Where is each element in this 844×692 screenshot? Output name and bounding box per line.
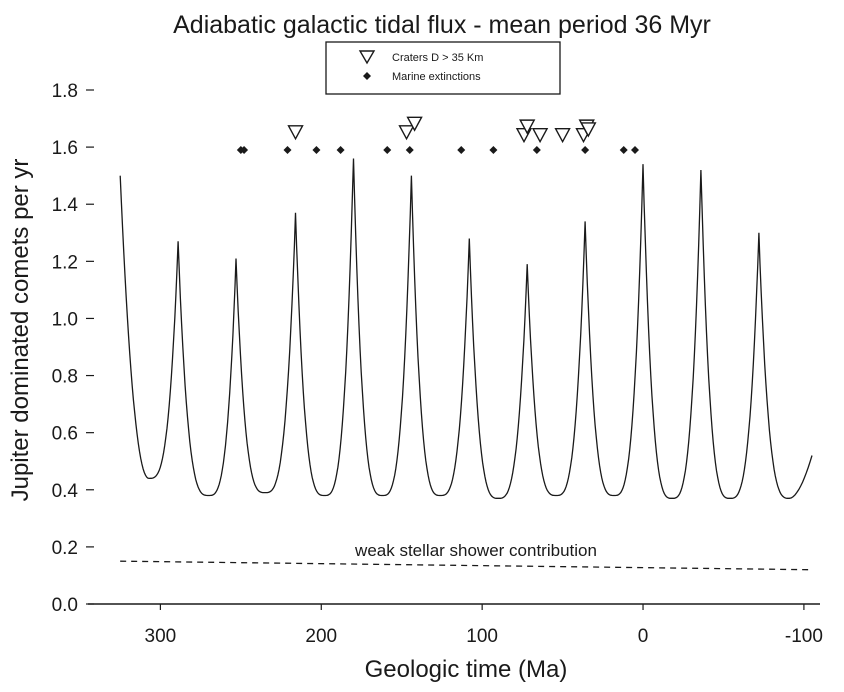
x-tick-label: 0 <box>638 626 649 647</box>
chart-title: Adiabatic galactic tidal flux - mean per… <box>173 11 711 39</box>
y-axis-label: Jupiter dominated comets per yr <box>7 159 34 502</box>
crater-marker <box>519 119 536 135</box>
x-tick-label: 300 <box>145 626 177 647</box>
x-axis: 300 200 100 0 -100 <box>145 604 823 647</box>
legend-label-extinction: Marine extinctions <box>392 71 481 83</box>
crater-markers <box>287 116 597 144</box>
crater-marker <box>398 125 415 141</box>
crater-marker <box>554 127 571 144</box>
x-tick-label: 200 <box>305 626 337 647</box>
y-tick-label: 1.0 <box>52 309 78 330</box>
y-tick-label: 0.0 <box>52 595 78 616</box>
crater-marker <box>287 125 304 141</box>
series-line-tidal-flux <box>119 158 813 499</box>
y-tick-label: 0.8 <box>52 367 78 388</box>
series-line-stellar-shower <box>120 560 812 571</box>
extinction-marker <box>312 145 321 154</box>
crater-marker <box>580 122 597 138</box>
y-tick-label: 0.2 <box>52 538 78 559</box>
crater-marker <box>531 127 549 144</box>
extinction-marker <box>240 145 249 154</box>
extinction-marker <box>336 145 345 154</box>
legend-marker-extinction <box>363 72 371 80</box>
y-tick-label: 1.6 <box>52 138 78 159</box>
y-tick-label: 0.6 <box>52 424 78 445</box>
extinction-marker <box>581 145 590 154</box>
legend-frame <box>325 41 561 95</box>
extinction-marker <box>489 145 498 154</box>
extinction-marker <box>383 145 392 154</box>
legend-box: Craters D > 35 Km Marine extinctions <box>325 41 561 95</box>
y-tick-label: 1.2 <box>52 252 78 273</box>
crater-marker <box>406 116 423 132</box>
extinction-markers <box>236 145 639 154</box>
extinction-marker <box>630 145 639 154</box>
extinction-marker <box>405 145 414 154</box>
y-tick-label: 1.4 <box>52 195 79 216</box>
x-tick-label: 100 <box>466 626 498 647</box>
extinction-marker <box>457 145 466 154</box>
y-tick-label: 0.4 <box>52 481 79 502</box>
x-tick-label: -100 <box>785 626 823 647</box>
annotation-stellar-shower: weak stellar shower contribution <box>354 541 597 560</box>
y-axis: 0.0 0.2 0.4 0.6 0.8 1.0 1.2 1.4 1.6 1.8 <box>52 81 94 616</box>
extinction-marker <box>532 145 541 154</box>
legend-label-crater: Craters D > 35 Km <box>392 52 483 64</box>
extinction-marker <box>619 145 628 154</box>
x-axis-label: Geologic time (Ma) <box>365 656 568 683</box>
legend-marker-crater <box>358 50 376 65</box>
y-tick-label: 1.8 <box>52 81 78 102</box>
extinction-marker <box>283 145 292 154</box>
